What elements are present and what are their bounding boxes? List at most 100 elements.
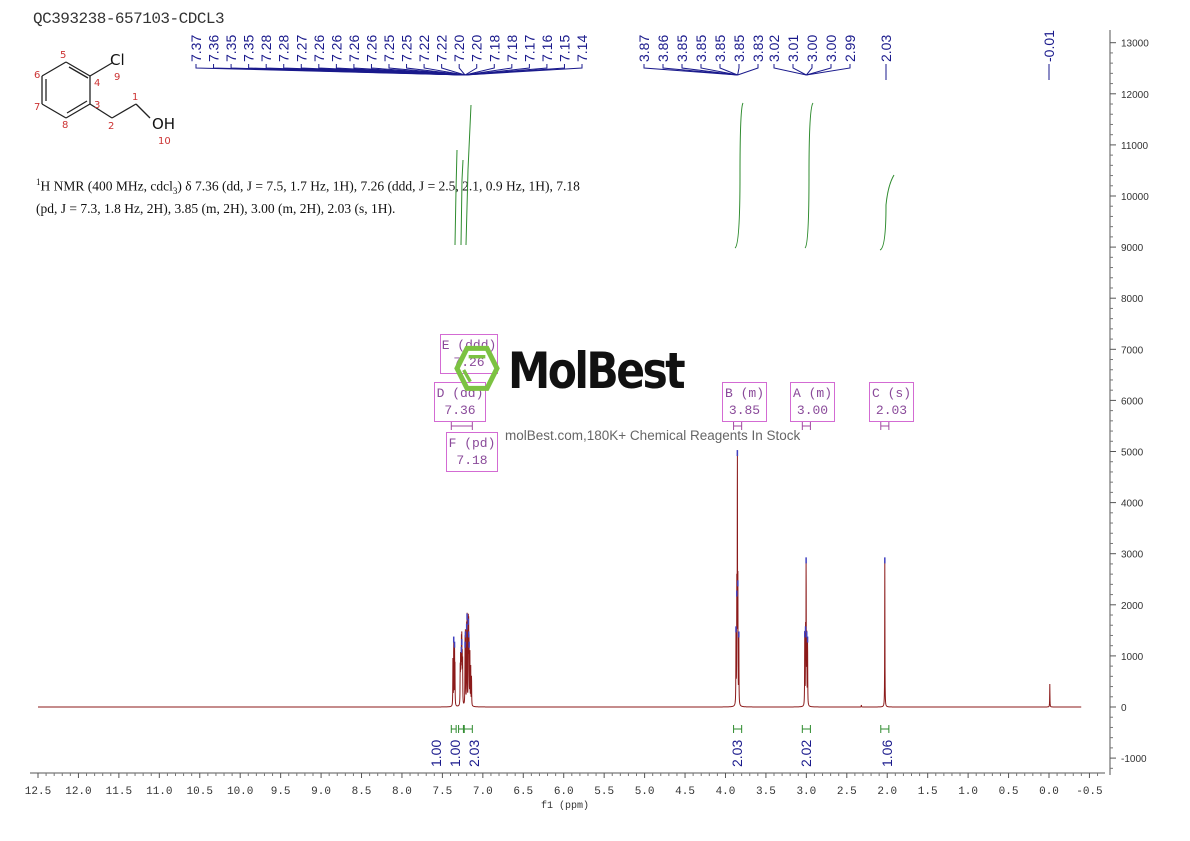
y-tick-label: -1000 [1121,754,1147,765]
peak-label: 7.15 [556,35,572,62]
atom-10: 10 [158,136,171,147]
peak-label-connector [773,64,807,76]
integral-curve [804,102,814,249]
peak-label-connector [806,64,832,76]
multiplet-label: A (m) [792,386,832,401]
molbest-logo-hexagon-icon [454,345,500,391]
atom-8: 8 [62,120,69,131]
peak-label-connector [388,64,466,76]
x-tick-label: 7.0 [473,786,493,798]
atom-6: 6 [34,70,41,81]
x-tick-label: 10.0 [227,786,253,798]
peak-label: 7.37 [188,35,204,62]
nmr-description: 1H NMR (400 MHz, cdcl3) δ 7.36 (dd, J = … [36,173,596,218]
integral-curve [454,149,458,246]
peak-label-connector [441,64,466,76]
desc-rest: ) δ 7.36 (dd, J = 7.5, 1.7 Hz, 1H), 7.26… [36,178,580,217]
peak-label: 7.25 [381,35,397,62]
y-tick-label: 5000 [1121,448,1144,459]
y-tick-label: 7000 [1121,345,1144,356]
peak-label: 7.26 [328,35,344,62]
x-tick-label: 5.5 [594,786,614,798]
hydroxyl-label: OH [152,115,176,133]
peak-label: 7.27 [293,35,309,62]
peak-label: 3.00 [804,35,820,62]
y-tick-label: 6000 [1121,396,1144,407]
y-tick-label: 9000 [1121,243,1144,254]
x-tick-label: -0.5 [1076,786,1102,798]
peak-label: 7.22 [434,35,450,62]
peak-label: 7.26 [363,35,379,62]
integral-value: 1.00 [447,740,463,767]
x-axis-label: f1 (ppm) [541,800,589,812]
atom-9: 9 [114,72,121,83]
x-tick-label: 5.0 [635,786,655,798]
multiplet-label: B (m) [724,386,764,401]
chlorine-label: Cl [110,51,125,69]
x-tick-label: 9.0 [311,786,331,798]
peak-label-connector [465,64,583,76]
multiplet-box-b: B (m) 3.85 [722,382,767,422]
peak-label: 7.18 [486,35,502,62]
x-tick-label: 1.0 [958,786,978,798]
peak-label: 3.02 [766,35,782,62]
peak-label: 3.00 [823,35,839,62]
peak-label: 3.87 [636,35,652,62]
peak-label-connector [700,64,738,76]
peak-label-connector [662,64,738,76]
peak-label-connector [406,64,466,76]
multiplet-shift: 7.36 [444,403,476,418]
multiplet-box-a: A (m) 3.00 [790,382,835,422]
peak-label: 7.35 [223,35,239,62]
integral-value: 1.00 [428,740,444,767]
peak-label: 3.85 [731,35,747,62]
multiplet-box-c: C (s) 2.03 [869,382,914,422]
x-tick-label: 12.0 [65,786,91,798]
watermark-logo: MolBest [508,342,686,400]
integral-value: 2.03 [466,740,482,767]
peak-label: 7.16 [539,35,555,62]
peak-label: 7.35 [241,35,257,62]
desc-prefix: 1 [36,177,41,187]
peak-label-group: 3.02 3.01 3.00 3.00 2.99 [766,35,858,76]
x-tick-label: 10.5 [187,786,213,798]
peak-label-connector [805,64,813,76]
x-tick-label: 11.5 [106,786,132,798]
y-tick-label: 13000 [1121,39,1149,50]
y-tick-label: 1000 [1121,652,1144,663]
multiplet-shift: 7.18 [456,453,488,468]
y-tick-label: 0 [1121,703,1127,714]
multiplet-label: C (s) [871,386,911,401]
multiplet-shift: 3.00 [796,403,829,418]
watermark-tagline: molBest.com,180K+ Chemical Reagents In S… [505,428,801,443]
desc-sub: 3 [172,186,178,197]
peak-label: 7.28 [258,35,274,62]
x-tick-label: 9.5 [271,786,291,798]
y-tick-label: 4000 [1121,499,1144,510]
desc-text: H NMR (400 MHz, cdcl [40,178,173,194]
y-tick-label: 2000 [1121,601,1144,612]
peak-label: -0.01 [1041,30,1057,62]
x-tick-label: 11.0 [146,786,172,798]
x-tick-label: 3.5 [756,786,776,798]
peak-label-connector [719,64,738,76]
peak-label: 7.14 [574,35,590,62]
peak-label: 7.17 [521,35,537,62]
peak-label-connector [737,64,740,76]
multiplet-label: F (pd) [448,436,496,451]
peak-label-connector [423,64,466,76]
peak-label-group: 3.87 3.86 3.85 3.85 3.85 3.85 3.83 [636,35,766,76]
peak-label-connector [737,64,759,76]
integral-value: 1.06 [879,740,895,767]
peak-label-connector [681,64,738,76]
x-tick-label: 4.0 [716,786,736,798]
atom-4: 4 [94,78,101,89]
multiplet-box-f: F (pd) 7.18 [446,432,498,472]
peak-label-connector [458,64,466,76]
peak-label: 7.36 [206,35,222,62]
x-tick-label: 6.5 [513,786,533,798]
integral-curve [879,174,895,251]
spectrum-line [38,452,1082,708]
peak-label: 7.26 [311,35,327,62]
